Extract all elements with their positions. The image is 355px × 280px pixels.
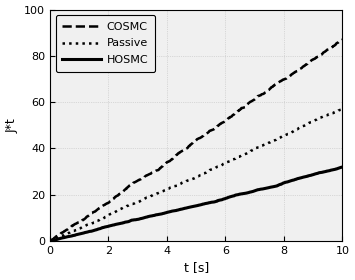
Line: HOSMC: HOSMC — [50, 167, 343, 241]
Y-axis label: J*t: J*t — [6, 118, 18, 133]
Passive — [340, 108, 345, 111]
HOSMC — [249, 190, 253, 194]
Line: COSMC: COSMC — [50, 40, 343, 241]
Passive — [48, 239, 52, 243]
Passive — [276, 137, 280, 140]
Legend: COSMC, Passive, HOSMC: COSMC, Passive, HOSMC — [55, 15, 155, 72]
HOSMC — [276, 184, 280, 187]
HOSMC — [340, 165, 345, 169]
HOSMC — [281, 181, 285, 185]
Line: Passive: Passive — [50, 109, 343, 241]
Passive — [78, 227, 82, 230]
COSMC — [78, 220, 82, 223]
COSMC — [166, 160, 170, 164]
COSMC — [48, 239, 52, 242]
Passive — [249, 149, 253, 152]
HOSMC — [78, 232, 82, 235]
HOSMC — [166, 210, 170, 214]
COSMC — [249, 100, 253, 103]
COSMC — [281, 78, 285, 81]
Passive — [177, 183, 181, 186]
HOSMC — [177, 208, 181, 211]
COSMC — [276, 81, 280, 84]
HOSMC — [48, 239, 52, 243]
X-axis label: t [s]: t [s] — [184, 262, 209, 274]
COSMC — [340, 38, 345, 41]
Passive — [281, 134, 285, 138]
Passive — [166, 187, 170, 190]
COSMC — [177, 151, 181, 155]
